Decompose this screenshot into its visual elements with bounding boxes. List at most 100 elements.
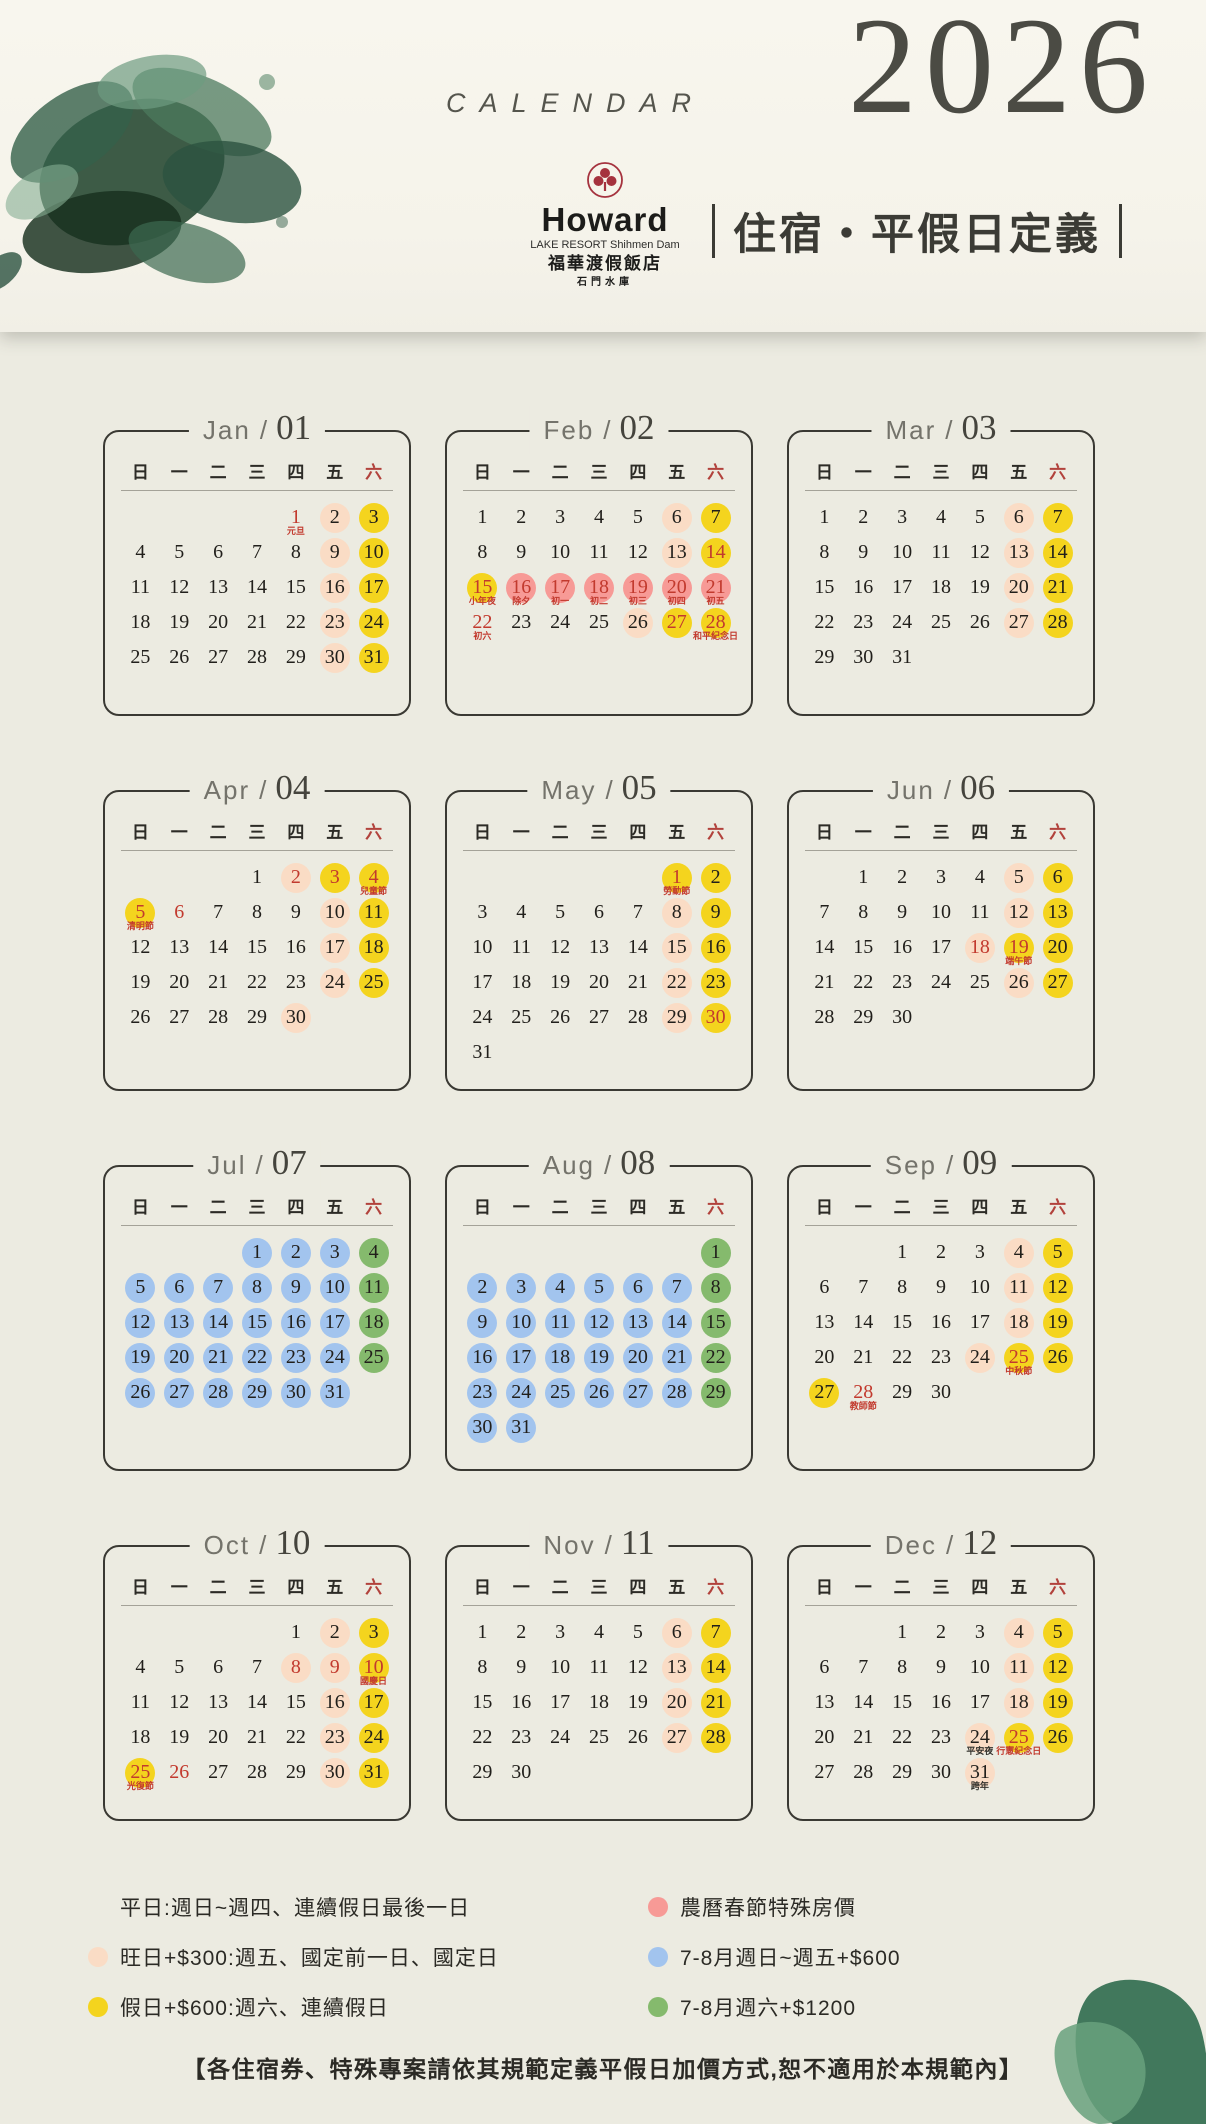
- highlight-salmon: [583, 572, 614, 603]
- day-feb-3: 3: [541, 500, 580, 535]
- day-feb-25: 25: [580, 605, 619, 640]
- day-jul-19: 19: [121, 1340, 160, 1375]
- day-jul-3: 3: [315, 1235, 354, 1270]
- day-may-5: 5: [541, 895, 580, 930]
- howard-logo: Howard LAKE RESORT Shihmen Dam 福華渡假飯店 石門…: [520, 160, 690, 288]
- day-number: 19: [169, 611, 190, 633]
- day-number: 17: [550, 576, 571, 598]
- weekday-6: 六: [1049, 823, 1067, 842]
- day-nov-14: 14: [696, 1650, 735, 1685]
- highlight-blue: [467, 1377, 498, 1408]
- highlight-blue: [280, 1237, 311, 1268]
- week-row: 1 2 3 4 5 6 7: [805, 500, 1077, 535]
- day-number: 5: [555, 901, 566, 923]
- day-number: 24: [363, 1726, 384, 1748]
- highlight-yellow: [1042, 1617, 1073, 1648]
- day-feb-10: 10: [541, 535, 580, 570]
- day-number: 14: [814, 936, 835, 958]
- day-empty: [160, 500, 199, 535]
- highlight-pink: [280, 1652, 311, 1683]
- day-dec-15: 15: [883, 1685, 922, 1720]
- weekday-6: 六: [707, 1578, 725, 1597]
- weekday-3: 三: [590, 1198, 608, 1217]
- day-oct-13: 13: [199, 1685, 238, 1720]
- day-jul-17: 17: [315, 1305, 354, 1340]
- day-number: 11: [550, 1311, 570, 1333]
- highlight-blue: [583, 1377, 614, 1408]
- day-number: 24: [324, 1346, 345, 1368]
- month-number: 03: [961, 408, 997, 447]
- highlight-pink: [661, 932, 692, 963]
- day-sep-7: 7: [844, 1270, 883, 1305]
- day-number: 29: [705, 1381, 726, 1403]
- day-number: 27: [666, 611, 687, 633]
- weekday-1: 一: [512, 1578, 530, 1597]
- day-jan-17: 17: [354, 570, 393, 605]
- day-jan-25: 25: [121, 640, 160, 675]
- day-empty: [805, 1615, 844, 1650]
- day-number: 12: [130, 1311, 151, 1333]
- highlight-yellow: [661, 862, 692, 893]
- day-number: 5: [593, 1276, 604, 1298]
- day-number: 18: [588, 576, 609, 598]
- highlight-blue: [125, 1377, 156, 1408]
- day-number: 9: [935, 1276, 946, 1298]
- day-sep-30: 30: [922, 1375, 961, 1410]
- week-row: 1 2 3 4 兒童節: [121, 860, 393, 896]
- month-title-slash: /: [946, 1150, 954, 1180]
- day-jul-5: 5: [121, 1270, 160, 1305]
- day-number: 8: [897, 1656, 908, 1678]
- weekday-3: 三: [932, 463, 950, 482]
- day-jun-23: 23: [883, 965, 922, 1000]
- watercolor-corner-art: [1054, 1979, 1206, 2124]
- month-name-en: Nov: [543, 1530, 596, 1560]
- week-row: 5 清明節 6 7 8 9 10 11: [121, 895, 393, 931]
- day-number: 20: [588, 971, 609, 993]
- highlight-pink: [964, 932, 995, 963]
- day-number: 10: [930, 901, 951, 923]
- day-jul-15: 15: [238, 1305, 277, 1340]
- highlight-pink: [280, 862, 311, 893]
- highlight-blue: [241, 1237, 272, 1268]
- day-sep-10: 10: [960, 1270, 999, 1305]
- week-row: 15 16 17 18 19 20 21: [805, 570, 1077, 605]
- week-row: 13 14 15 16 17 18 19: [805, 1685, 1077, 1720]
- day-oct-18: 18: [121, 1720, 160, 1755]
- day-jun-22: 22: [844, 965, 883, 1000]
- day-number: 1: [710, 1241, 721, 1263]
- highlight-blue: [661, 1377, 692, 1408]
- highlight-pink: [1003, 537, 1034, 568]
- day-number: 16: [285, 936, 306, 958]
- day-number: 9: [329, 1656, 340, 1678]
- day-empty: [618, 1755, 657, 1790]
- day-number: 13: [1047, 901, 1068, 923]
- day-number: 13: [588, 936, 609, 958]
- day-number: 23: [285, 1346, 306, 1368]
- day-empty: [463, 1235, 502, 1270]
- day-label: 除夕: [512, 596, 531, 606]
- day-aug-6: 6: [618, 1270, 657, 1305]
- day-oct-9: 9: [315, 1650, 354, 1685]
- day-dec-11: 11: [999, 1650, 1038, 1685]
- day-number: 12: [130, 936, 151, 958]
- day-nov-20: 20: [657, 1685, 696, 1720]
- day-label: 和平紀念日: [693, 631, 739, 641]
- weekday-6: 六: [707, 463, 725, 482]
- day-nov-24: 24: [541, 1720, 580, 1755]
- day-number: 13: [208, 1691, 229, 1713]
- day-oct-15: 15: [276, 1685, 315, 1720]
- month-title-feb: Feb / 02: [529, 406, 669, 454]
- highlight-yellow: [1042, 607, 1073, 638]
- day-empty: [238, 1615, 277, 1650]
- day-number: 12: [169, 1691, 190, 1713]
- highlight-pink: [1003, 862, 1034, 893]
- day-number: 15: [853, 936, 874, 958]
- day-number: 1: [897, 1621, 908, 1643]
- day-oct-17: 17: [354, 1685, 393, 1720]
- day-mar-21: 21: [1038, 570, 1077, 605]
- highlight-green: [358, 1342, 389, 1373]
- highlight-salmon: [700, 572, 731, 603]
- month-aug: Aug/08 日一二三四五六 1 2 3 4 5 6 7 8 9 10 11 12 13 14 15 16 17 18…: [445, 1141, 753, 1471]
- month-card-jul: 日一二三四五六 1 2 3 4 5 6 7 8 9 10 11 12 13 14 15 16 17 18 19 20 21…: [103, 1165, 411, 1471]
- day-number: 25: [511, 1006, 532, 1028]
